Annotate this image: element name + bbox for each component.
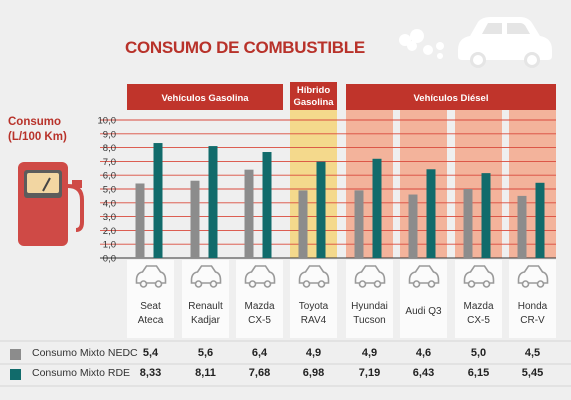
- data-label-nedc: 5,4: [143, 347, 159, 359]
- chart-title: CONSUMO DE COMBUSTIBLE: [125, 38, 365, 57]
- car-outline-icon: [244, 265, 276, 288]
- category-label: Tucson: [353, 315, 385, 326]
- car-outline-icon: [408, 265, 440, 288]
- category-label: CR-V: [520, 315, 545, 326]
- group-header-label: Vehículos Diésel: [414, 93, 489, 104]
- data-label-rde: 8,33: [140, 367, 161, 379]
- y-tick-label: 3,0: [103, 212, 116, 223]
- data-label-rde: 6,43: [413, 367, 434, 379]
- column-bg: [455, 110, 502, 258]
- bar-nedc: [463, 189, 473, 258]
- y-tick-label: 2,0: [103, 226, 116, 237]
- category-cell: [182, 260, 229, 338]
- category-label: Renault: [188, 301, 223, 312]
- column-bg: [346, 110, 393, 258]
- category-label: Kadjar: [191, 315, 221, 326]
- group-header: [346, 84, 556, 110]
- category-cell: [236, 260, 283, 338]
- data-label-nedc: 5,6: [198, 347, 213, 359]
- y-tick-label: 5,0: [103, 185, 116, 196]
- bar-nedc: [244, 169, 254, 258]
- legend-swatch-nedc: [10, 349, 21, 360]
- group-header-label: Gasolina: [293, 97, 334, 108]
- bar-nedc: [354, 190, 364, 258]
- category-label: Seat: [140, 301, 161, 312]
- y-tick-label: 0,0: [103, 254, 116, 265]
- data-label-rde: 6,98: [303, 367, 324, 379]
- bar-rde: [372, 158, 382, 258]
- y-tick-label: 8,0: [103, 143, 116, 154]
- category-label: Audi Q3: [405, 306, 442, 317]
- data-label-nedc: 6,4: [252, 347, 268, 359]
- car-outline-icon: [463, 265, 495, 288]
- bar-nedc: [298, 190, 308, 258]
- legend-label-nedc: Consumo Mixto NEDC: [32, 347, 138, 359]
- bar-nedc: [190, 180, 200, 258]
- category-cell: [455, 260, 502, 338]
- fuel-pump-icon: [18, 162, 84, 246]
- category-label: RAV4: [301, 315, 327, 326]
- car-outline-icon: [354, 265, 386, 288]
- data-label-rde: 6,15: [468, 367, 489, 379]
- y-tick-label: 10,0: [98, 116, 117, 127]
- column-bg: [400, 110, 447, 258]
- y-axis-label: Consumo (L/100 Km): [8, 116, 67, 143]
- category-label: Honda: [518, 301, 548, 312]
- bar-rde: [481, 173, 491, 258]
- bar-rde: [426, 169, 436, 258]
- data-label-rde: 5,45: [522, 367, 543, 379]
- data-label-rde: 7,19: [359, 367, 380, 379]
- car-icon: [399, 17, 552, 68]
- category-label: Toyota: [299, 301, 329, 312]
- data-label-nedc: 4,6: [416, 347, 431, 359]
- bar-rde: [535, 182, 545, 258]
- y-tick-label: 7,0: [103, 157, 116, 168]
- category-label: Ateca: [138, 315, 164, 326]
- bar-nedc: [517, 195, 527, 258]
- category-label: Mazda: [244, 301, 274, 312]
- group-header-label: Híbrido: [297, 85, 330, 96]
- data-label-rde: 8,11: [195, 367, 216, 379]
- group-header-label: Vehículos Gasolina: [161, 93, 249, 104]
- column-bg: [509, 110, 556, 258]
- y-tick-label: 6,0: [103, 171, 116, 182]
- car-outline-icon: [298, 265, 330, 288]
- data-label-nedc: 4,9: [362, 347, 377, 359]
- category-label: CX-5: [467, 315, 490, 326]
- category-cell: [509, 260, 556, 338]
- category-cell: [290, 260, 337, 338]
- car-outline-icon: [190, 265, 222, 288]
- bar-rde: [208, 146, 218, 258]
- column-bg: [290, 110, 337, 258]
- car-outline-icon: [517, 265, 549, 288]
- category-label: Mazda: [463, 301, 493, 312]
- category-label: Hyundai: [351, 301, 388, 312]
- category-label: CX-5: [248, 315, 271, 326]
- y-tick-label: 4,0: [103, 198, 116, 209]
- y-tick-label: 1,0: [103, 240, 116, 251]
- category-cell: [400, 260, 447, 338]
- legend-label-rde: Consumo Mixto RDE: [32, 367, 131, 379]
- bar-rde: [316, 161, 326, 258]
- bar-rde: [153, 143, 163, 258]
- group-header: [290, 82, 337, 110]
- legend-swatch-rde: [10, 369, 21, 380]
- bar-nedc: [135, 183, 145, 258]
- y-tick-label: 9,0: [103, 129, 116, 140]
- category-cell: [346, 260, 393, 338]
- bar-nedc: [408, 194, 418, 258]
- category-cell: [127, 260, 174, 338]
- group-header: [127, 84, 283, 110]
- data-label-nedc: 4,5: [525, 347, 540, 359]
- car-outline-icon: [135, 265, 167, 288]
- data-label-nedc: 4,9: [306, 347, 321, 359]
- data-label-rde: 7,68: [249, 367, 270, 379]
- bar-rde: [262, 152, 272, 258]
- data-label-nedc: 5,0: [471, 347, 486, 359]
